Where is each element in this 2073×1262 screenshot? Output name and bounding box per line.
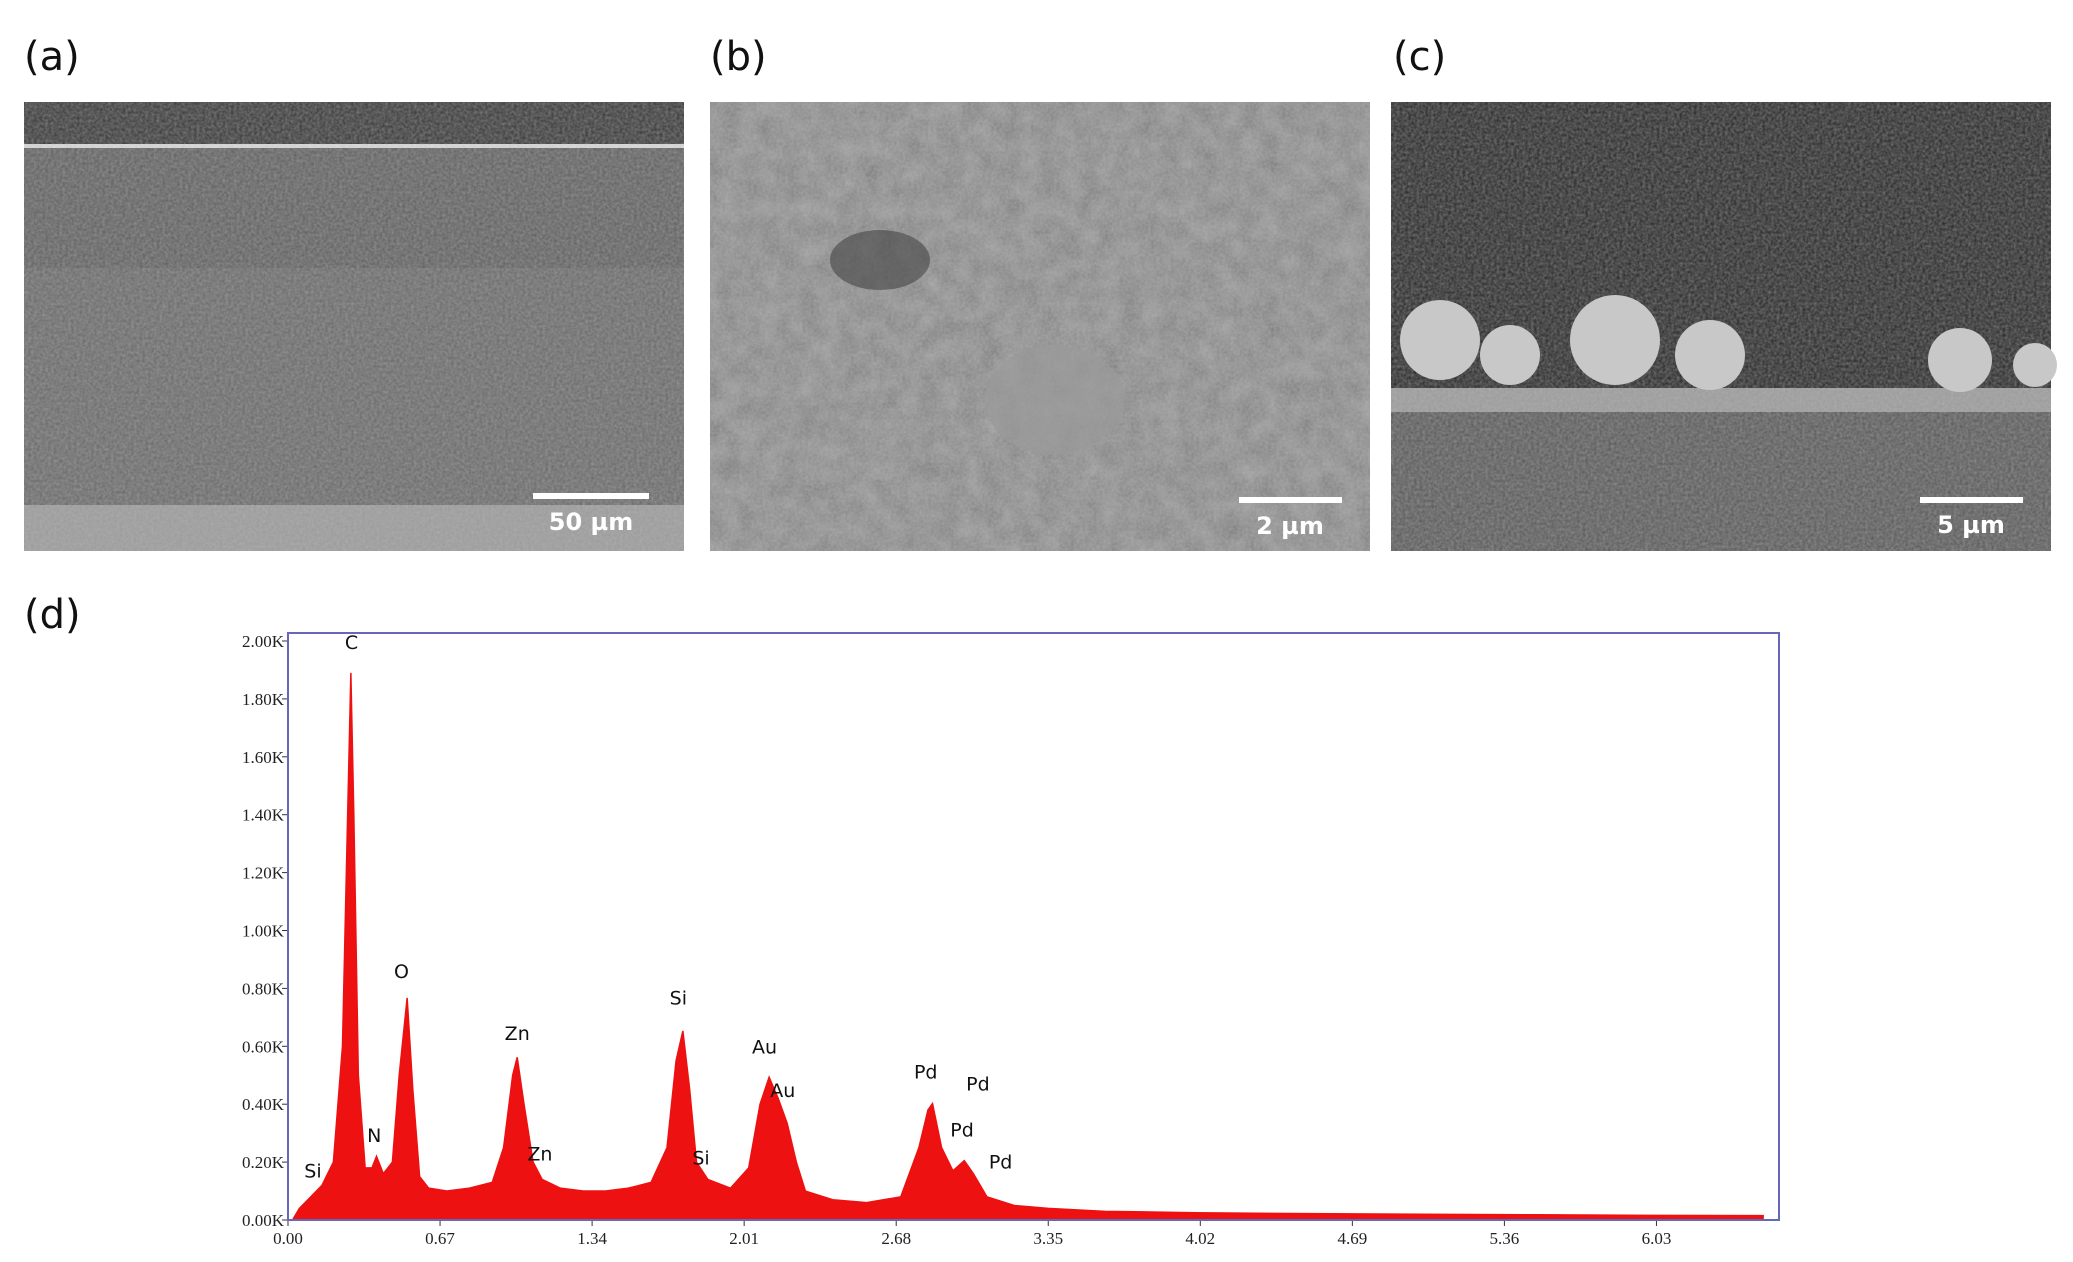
- peak-label: Pd: [989, 1151, 1013, 1173]
- peak-label: C: [345, 632, 358, 654]
- peak-label: Pd: [966, 1074, 990, 1096]
- peak-label: Au: [752, 1037, 777, 1059]
- chart: 0.00K 0.20K 0.40K 0.60K 0.80K 1.00K 1.20K 1.40K…: [242, 632, 1780, 1248]
- x-tick-label: 2.01: [729, 1229, 759, 1248]
- y-tick-label: 0.40K: [242, 1095, 285, 1114]
- peak-label: N: [367, 1125, 381, 1147]
- peak-label: Zn: [505, 1023, 530, 1045]
- peak-label: Pd: [914, 1061, 938, 1083]
- y-tick-label: 0.20K: [242, 1153, 285, 1172]
- x-tick-label: 4.69: [1337, 1229, 1367, 1248]
- x-tick-label: 0.00: [273, 1229, 303, 1248]
- sem-image-a: 50 µm: [24, 102, 684, 551]
- plot-frame: [287, 632, 1780, 1221]
- x-tick-label: 6.03: [1642, 1229, 1672, 1248]
- x-tick-label: 4.02: [1185, 1229, 1215, 1248]
- peak-label: Si: [304, 1161, 321, 1183]
- x-tick-label: 1.34: [577, 1229, 607, 1248]
- x-tick-label: 2.68: [881, 1229, 911, 1248]
- scale-bar-label: 2 µm: [1256, 512, 1324, 540]
- peak-label: Zn: [527, 1144, 552, 1166]
- x-tick-label: 3.35: [1033, 1229, 1063, 1248]
- y-tick-label: 0.80K: [242, 979, 285, 998]
- panel-label: (d): [24, 592, 81, 638]
- y-tick-label: 1.20K: [242, 864, 285, 883]
- y-tick-label: 1.00K: [242, 922, 285, 941]
- scale-bar-label: 5 µm: [1937, 511, 2005, 539]
- peak-label: Pd: [950, 1120, 974, 1142]
- panel-label: (c): [1393, 34, 1446, 80]
- sem-image-b: 2 µm: [710, 102, 1370, 551]
- y-tick-label: 0.60K: [242, 1037, 285, 1056]
- x-tick-label: 5.36: [1490, 1229, 1520, 1248]
- panel-label: (a): [24, 34, 80, 80]
- y-tick-label: 1.60K: [242, 748, 285, 767]
- peak-label: Si: [670, 988, 687, 1010]
- y-tick-label: 2.00K: [242, 632, 285, 651]
- spectrum-area: [291, 672, 1764, 1221]
- scale-bar-label: 50 µm: [549, 508, 633, 536]
- peak-label: O: [394, 961, 409, 983]
- y-tick-label: 1.40K: [242, 806, 285, 825]
- peak-label: Au: [770, 1080, 795, 1102]
- peak-label: Si: [692, 1147, 709, 1169]
- sem-image-c: 5 µm: [1391, 102, 2057, 551]
- panel-label: (b): [710, 34, 767, 80]
- y-tick-label: 1.80K: [242, 690, 285, 709]
- x-tick-label: 0.67: [425, 1229, 455, 1248]
- y-tick-label: 0.00K: [242, 1211, 285, 1230]
